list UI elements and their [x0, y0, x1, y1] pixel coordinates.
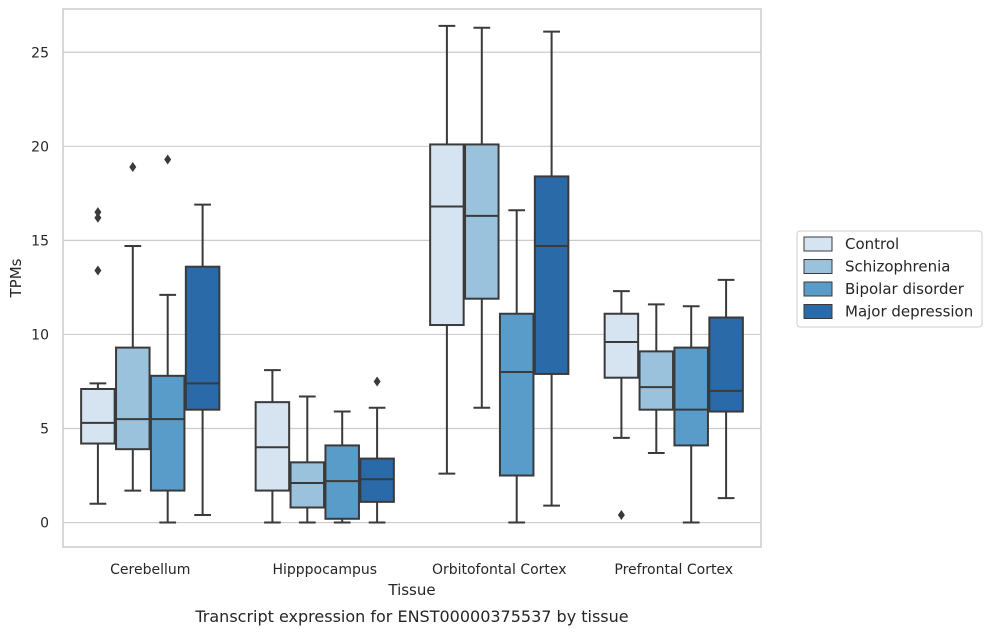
legend: Control Schizophrenia Bipolar disorder Majo…: [796, 230, 983, 328]
iqr-box: [708, 316, 744, 413]
iqr-box: [289, 461, 326, 509]
iqr-box: [533, 175, 570, 375]
legend-label: Control: [845, 235, 899, 253]
outlier-point: [94, 207, 102, 218]
x-tick-label: Prefrontal Cortex: [614, 562, 733, 578]
legend-swatch: [803, 281, 833, 297]
y-axis-label: TPMs: [7, 258, 25, 298]
box-group: [289, 395, 326, 524]
iqr-box: [603, 312, 640, 379]
tick-labels: 0 5 10 15 20 25 Cerebellum Hipppocampus Orbitofo…: [31, 45, 733, 578]
box-group: [254, 369, 291, 524]
box-group: [149, 154, 186, 524]
iqr-box: [149, 374, 186, 492]
box-group: [429, 24, 465, 475]
plot-frame: [62, 8, 762, 548]
y-tick-label: 0: [40, 516, 49, 532]
iqr-box: [80, 387, 116, 445]
iqr-box: [498, 312, 535, 477]
legend-label: Schizophrenia: [845, 258, 950, 276]
legend-swatch: [803, 304, 833, 319]
iqr-box: [115, 346, 151, 451]
outlier-point: [164, 154, 172, 165]
y-tick-label: 15: [31, 233, 49, 249]
iqr-box: [429, 143, 465, 327]
x-tick-label: Orbitofontal Cortex: [432, 562, 567, 578]
box-group: [638, 303, 675, 454]
outlier-point: [94, 265, 102, 276]
chart-caption: Transcript expression for ENST0000037553…: [194, 607, 628, 626]
box-group: [184, 203, 221, 517]
legend-frame: [796, 230, 983, 328]
box-group: [80, 207, 116, 505]
box-group: [498, 209, 535, 524]
iqr-box: [673, 346, 709, 447]
legend-swatch: [803, 236, 833, 252]
legend-label: Major depression: [845, 303, 973, 321]
y-tick-label: 5: [40, 421, 49, 437]
box-layer: [80, 24, 744, 524]
iqr-box: [638, 350, 675, 411]
box-group: [533, 30, 570, 507]
x-tick-label: Cerebellum: [110, 562, 190, 578]
box-group: [673, 305, 709, 524]
outlier-point: [129, 162, 137, 173]
box-group: [115, 162, 151, 492]
box-group: [603, 290, 640, 521]
outlier-point: [373, 376, 381, 387]
outlier-point: [617, 510, 625, 521]
iqr-box: [464, 143, 500, 300]
x-axis-label: Tissue: [387, 581, 435, 599]
legend-label: Bipolar disorder: [845, 280, 965, 298]
box-group: [359, 376, 395, 524]
y-tick-label: 20: [31, 139, 49, 155]
y-tick-label: 10: [31, 327, 49, 343]
box-group: [464, 26, 500, 409]
outlier-point: [94, 212, 102, 223]
box-group: [324, 410, 360, 524]
iqr-box: [184, 265, 221, 411]
box-group: [708, 278, 744, 500]
x-tick-label: Hipppocampus: [272, 562, 377, 578]
legend-swatch: [803, 259, 833, 274]
y-tick-label: 25: [31, 45, 49, 61]
